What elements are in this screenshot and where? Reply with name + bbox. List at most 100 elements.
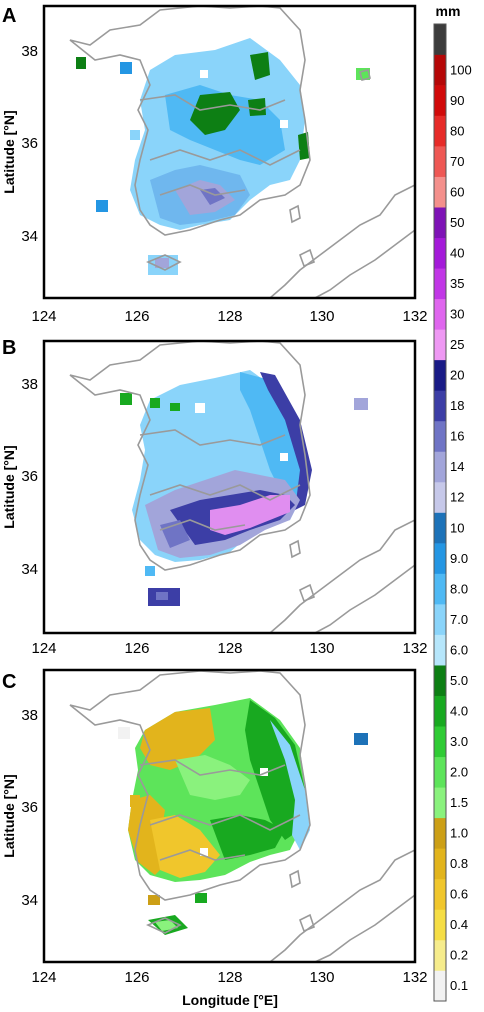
colorbar-swatch	[434, 634, 446, 666]
colorbar-swatch	[434, 146, 446, 177]
panel-b-ytick-36: 36	[21, 468, 38, 485]
panel-c-frame	[42, 668, 417, 964]
panel-a: A	[1, 4, 428, 325]
panel-c-xtick-132: 132	[402, 969, 427, 986]
colorbar-label: 1.0	[450, 826, 468, 841]
panel-b-xtick-124: 124	[31, 640, 56, 657]
colorbar-label: 14	[450, 459, 464, 474]
colorbar-label: 60	[450, 184, 464, 199]
panel-b-ytick-34: 34	[21, 561, 38, 578]
colorbar-label: 5.0	[450, 673, 468, 688]
colorbar-label: 18	[450, 398, 464, 413]
panel-c-letter: C	[2, 671, 16, 693]
colorbar-swatch	[434, 573, 446, 605]
colorbar-label: 9.0	[450, 551, 468, 566]
panel-c-ylabel: Latitude [°N]	[1, 774, 17, 857]
panel-b-map	[69, 341, 415, 633]
colorbar: mm 0.1 0.2 0.4 0.6 0.8 1.0 1.5 2.0 3.0 4.0 5.0 6.0 7…	[433, 3, 472, 1002]
colorbar-swatch	[434, 878, 446, 910]
colorbar-swatch	[434, 756, 446, 788]
panel-b-precip-field	[120, 370, 368, 606]
colorbar-label: 25	[450, 337, 464, 352]
panel-b-coastlines	[69, 341, 415, 633]
panel-a-precip-field	[76, 38, 370, 275]
colorbar-swatch	[434, 787, 446, 819]
panel-c-precip-field	[118, 698, 368, 935]
colorbar-swatch	[434, 24, 446, 55]
colorbar-label: 40	[450, 245, 464, 260]
panel-a-frame	[42, 4, 417, 300]
colorbar-unit: mm	[436, 3, 461, 19]
colorbar-label: 0.6	[450, 887, 468, 902]
colorbar-swatch	[434, 604, 446, 635]
panel-b-xtick-128: 128	[217, 640, 242, 657]
colorbar-label: 12	[450, 490, 464, 505]
colorbar-swatch	[434, 54, 446, 86]
panel-a-ytick-36: 36	[21, 135, 38, 152]
colorbar-swatch	[434, 726, 446, 758]
colorbar-swatch	[434, 85, 446, 116]
colorbar-swatch	[434, 543, 446, 574]
panel-c-ytick-38: 38	[21, 707, 38, 724]
colorbar-label: 7.0	[450, 612, 468, 627]
panel-a-ytick-38: 38	[21, 43, 38, 60]
colorbar-swatch	[434, 665, 446, 696]
colorbar-label: 6.0	[450, 642, 468, 657]
colorbar-swatch	[434, 970, 446, 1002]
colorbar-swatch	[434, 512, 446, 544]
colorbar-swatch	[434, 939, 446, 971]
panel-c-xtick-124: 124	[31, 969, 56, 986]
colorbar-swatch	[434, 268, 446, 300]
colorbar-label: 2.0	[450, 765, 468, 780]
panel-b-xtick-132: 132	[402, 640, 427, 657]
colorbar-label: 1.5	[450, 795, 468, 810]
colorbar-swatch	[434, 207, 446, 239]
panel-a-ytick-34: 34	[21, 228, 38, 245]
colorbar-label: 16	[450, 429, 464, 444]
panel-c-xtick-130: 130	[309, 969, 334, 986]
panel-b-ytick-38: 38	[21, 376, 38, 393]
colorbar-swatch	[434, 481, 446, 513]
colorbar-swatches	[434, 24, 446, 1002]
colorbar-swatch	[434, 329, 446, 361]
colorbar-label: 100	[450, 62, 472, 77]
colorbar-label: 20	[450, 368, 464, 383]
colorbar-swatch	[434, 817, 446, 849]
colorbar-label: 4.0	[450, 703, 468, 718]
colorbar-swatch	[434, 451, 446, 483]
colorbar-label: 50	[450, 215, 464, 230]
panel-b: B	[1, 337, 428, 657]
colorbar-frame	[433, 23, 447, 1002]
colorbar-label: 0.1	[450, 978, 468, 993]
panel-c: C	[1, 668, 428, 1008]
colorbar-label: 30	[450, 307, 464, 322]
colorbar-swatch	[434, 390, 446, 422]
panel-a-xtick-132: 132	[402, 308, 427, 325]
colorbar-swatch	[434, 359, 446, 391]
panel-b-xtick-126: 126	[124, 640, 149, 657]
panel-b-xtick-130: 130	[309, 640, 334, 657]
panel-c-ytick-34: 34	[21, 892, 38, 909]
panel-c-coastlines	[69, 670, 415, 962]
panel-a-xtick-124: 124	[31, 308, 56, 325]
panel-c-xtick-128: 128	[217, 969, 242, 986]
panel-b-letter: B	[2, 337, 16, 359]
panel-a-ylabel: Latitude [°N]	[1, 110, 17, 193]
panel-c-xtick-126: 126	[124, 969, 149, 986]
panel-b-ylabel: Latitude [°N]	[1, 445, 17, 528]
colorbar-swatch	[434, 298, 446, 330]
colorbar-label: 0.8	[450, 856, 468, 871]
colorbar-label: 0.2	[450, 948, 468, 963]
colorbar-swatch	[434, 909, 446, 941]
colorbar-swatch	[434, 695, 446, 727]
colorbar-label: 35	[450, 276, 464, 291]
colorbar-labels: 0.1 0.2 0.4 0.6 0.8 1.0 1.5 2.0 3.0 4.0 5.0 6.0 7.0 8…	[450, 62, 472, 993]
colorbar-label: 8.0	[450, 581, 468, 596]
colorbar-label: 10	[450, 520, 464, 535]
panel-a-xtick-130: 130	[309, 308, 334, 325]
colorbar-label: 80	[450, 123, 464, 138]
colorbar-swatch	[434, 848, 446, 880]
panel-a-map	[69, 6, 415, 298]
colorbar-swatch	[434, 176, 446, 208]
